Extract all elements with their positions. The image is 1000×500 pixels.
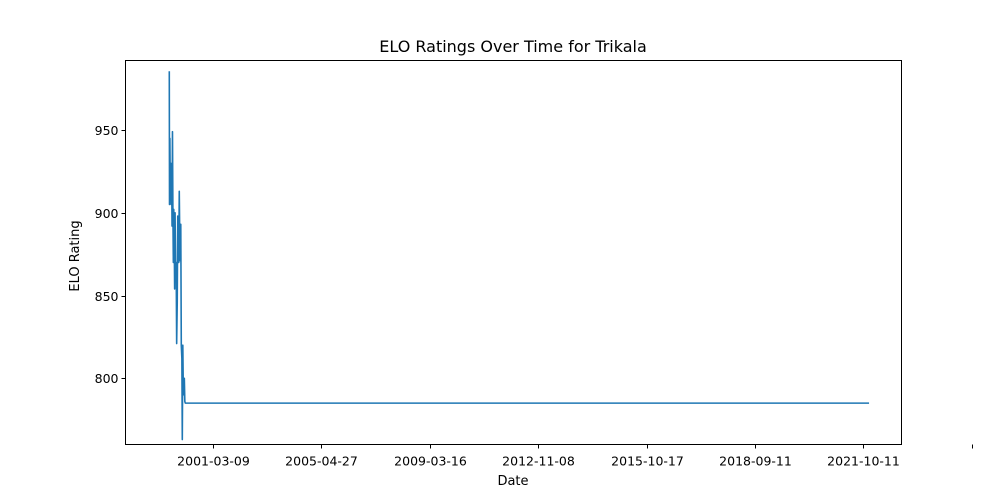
x-tick-label: 2001-03-09 [177, 454, 250, 469]
y-tick-label: 800 [95, 371, 119, 386]
chart-title: ELO Ratings Over Time for Trikala [379, 37, 647, 56]
series-layer [168, 71, 870, 441]
x-tick-label: 2012-11-08 [502, 454, 575, 469]
y-axis-label: ELO Rating [68, 220, 83, 291]
y-tick-label: 900 [95, 206, 119, 221]
x-tick-label: 2021-10-11 [827, 454, 900, 469]
x-tick-label: 2015-10-17 [611, 454, 684, 469]
x-tick-label: 2005-04-27 [285, 454, 358, 469]
x-tick-label: 2018-09-11 [719, 454, 792, 469]
plot-frame [125, 60, 902, 445]
elo-series-line [168, 71, 870, 441]
y-tick-label: 850 [95, 289, 119, 304]
y-tick-label: 950 [95, 123, 119, 138]
y-axis-ticks: 800 850 900 950 [95, 123, 126, 386]
x-tick-label: 2009-03-16 [394, 454, 467, 469]
x-axis-label: Date [497, 474, 528, 489]
x-axis-ticks: 2001-03-09 2005-04-27 2009-03-16 2012-11-08… [177, 444, 973, 469]
